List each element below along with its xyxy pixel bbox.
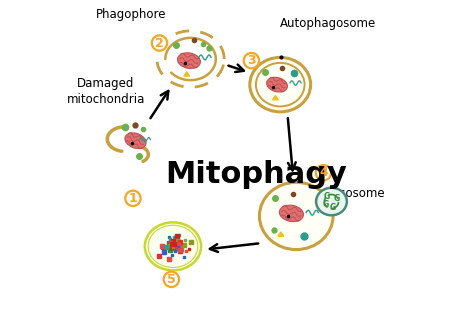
Ellipse shape [259, 182, 333, 250]
Text: G: G [334, 194, 340, 203]
Ellipse shape [178, 53, 201, 68]
Circle shape [125, 191, 141, 206]
Text: Phagophore: Phagophore [96, 8, 166, 21]
Text: 4: 4 [319, 166, 328, 179]
Text: G: G [330, 203, 336, 212]
Ellipse shape [145, 222, 201, 270]
Text: Autophagosome: Autophagosome [280, 17, 376, 30]
Text: Mitophagy: Mitophagy [165, 160, 347, 189]
Text: Damaged
mitochondria: Damaged mitochondria [66, 77, 145, 106]
Text: G: G [324, 192, 330, 201]
Text: 5: 5 [167, 273, 176, 286]
Text: 3: 3 [247, 54, 255, 67]
Ellipse shape [316, 188, 347, 215]
Polygon shape [184, 72, 190, 76]
Ellipse shape [250, 57, 310, 112]
Text: Lysosome: Lysosome [328, 187, 386, 200]
Circle shape [164, 272, 179, 287]
Ellipse shape [266, 77, 287, 92]
Polygon shape [278, 232, 284, 236]
Circle shape [152, 35, 167, 51]
Text: G: G [323, 200, 329, 209]
Text: 1: 1 [128, 192, 137, 205]
Polygon shape [273, 96, 278, 100]
Circle shape [244, 53, 259, 68]
Ellipse shape [125, 133, 146, 149]
Circle shape [316, 165, 331, 180]
Text: 2: 2 [155, 36, 164, 49]
Ellipse shape [280, 205, 303, 222]
